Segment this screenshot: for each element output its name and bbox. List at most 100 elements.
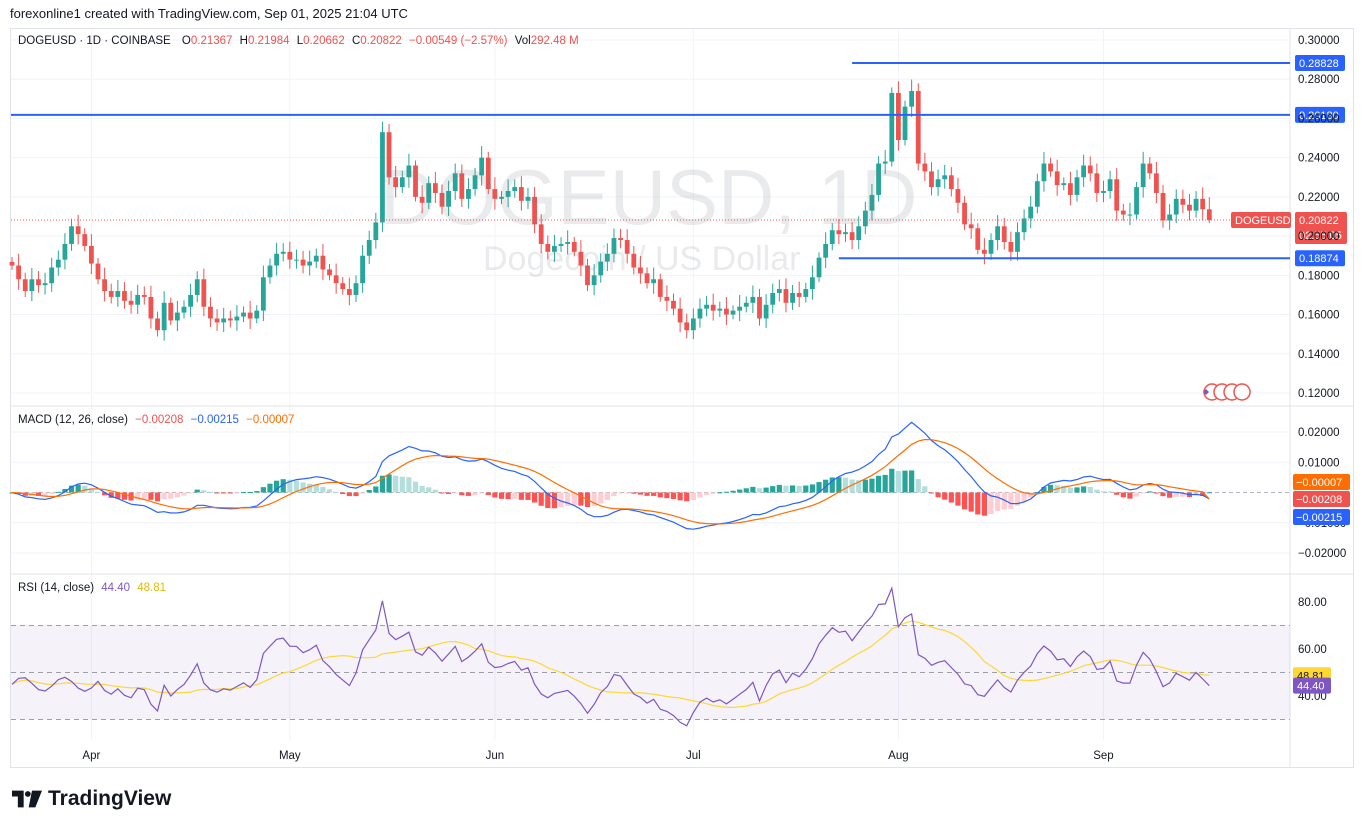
macd-histogram-bar (909, 470, 915, 493)
watermark-description: Dogecoin / US Dollar (483, 240, 801, 278)
candle-body (214, 318, 220, 323)
price-axis-label: 0.16000 (1298, 310, 1340, 322)
candle-body (452, 173, 458, 192)
macd-histogram-bar (353, 492, 359, 497)
candle-body (657, 279, 663, 297)
level-price-text: 0.28828 (1299, 58, 1339, 70)
time-axis-label: Jun (486, 750, 505, 762)
macd-histogram-bar (803, 485, 809, 493)
macd-histogram-bar (776, 484, 782, 493)
price-axis-label: 0.22000 (1298, 192, 1340, 204)
candle-body (618, 238, 623, 241)
candle-body (135, 294, 141, 305)
candle-body (975, 228, 981, 250)
price-legend: DOGEUSD · 1D · COINBASE O0.21367 H0.2198… (18, 35, 583, 47)
candle-body (512, 187, 518, 192)
macd-histogram-bar (366, 490, 372, 493)
macd-histogram-bar (955, 492, 961, 506)
candle-body (55, 259, 61, 268)
candle-body (174, 312, 180, 321)
symbol-label[interactable]: DOGEUSD · 1D · COINBASE (18, 35, 171, 47)
candle-body (1028, 206, 1034, 219)
candle-body (1114, 179, 1120, 211)
candle-body (406, 165, 412, 178)
candle-body (36, 279, 41, 286)
macd-histogram-bar (895, 471, 902, 493)
macd-histogram-bar (558, 492, 564, 508)
candle-body (525, 196, 531, 201)
macd-histogram-bar (274, 480, 280, 493)
macd-histogram-bar (617, 492, 624, 494)
macd-histogram-bar (1206, 492, 1212, 494)
candle-body (829, 230, 835, 244)
rsi-axis-label: 60.00 (1298, 644, 1327, 656)
macd-histogram-bar (922, 486, 928, 493)
candle-body (783, 289, 789, 303)
candle-body (168, 302, 174, 321)
macd-histogram-bar (611, 492, 617, 497)
candle-body (386, 132, 392, 178)
rsi-badge (1293, 677, 1331, 694)
macd-histogram-bar (62, 488, 68, 493)
macd-histogram-bar (836, 477, 842, 493)
candle-body (955, 189, 961, 203)
macd-histogram-bar (717, 492, 723, 494)
macd-histogram-bar (690, 492, 696, 500)
time-axis-label: May (279, 750, 301, 762)
macd-histogram-bar (445, 492, 452, 494)
candle-body (128, 300, 134, 305)
rsi-title[interactable]: RSI (14, close) (18, 582, 95, 594)
macd-histogram-bar (168, 492, 174, 499)
macd-histogram-bar (300, 482, 306, 493)
macd-histogram-bar (154, 492, 161, 502)
macd-histogram-bar (710, 492, 716, 494)
candle-body (677, 308, 683, 323)
candle-body (122, 291, 127, 301)
rsi-axis-label: 40.00 (1298, 691, 1327, 703)
time-axis-label: Aug (888, 750, 908, 762)
candle-body (42, 283, 48, 286)
macd-histogram-bar (571, 492, 577, 506)
candle-body (340, 283, 346, 290)
macd-histogram-bar (1107, 491, 1113, 493)
macd-histogram-bar (452, 492, 458, 494)
candle-body (638, 267, 643, 274)
candle-body (1167, 214, 1173, 221)
macd-histogram-bar (1061, 485, 1067, 493)
macd-histogram-bar (677, 492, 683, 501)
candle-body (88, 245, 94, 264)
macd-histogram-bar (816, 482, 822, 493)
macd-histogram-bar (783, 485, 789, 493)
candle-body (737, 306, 743, 311)
candle-body (585, 265, 590, 286)
macd-histogram-bar (498, 492, 505, 499)
macd-histogram-bar (988, 492, 994, 515)
ticker-badge (1231, 211, 1291, 228)
macd-histogram-bar (1140, 492, 1146, 494)
candle-body (1041, 163, 1047, 182)
macd-histogram-bar (359, 492, 366, 494)
macd-title[interactable]: MACD (12, 26, close) (18, 414, 128, 426)
tradingview-logo[interactable]: TradingView (12, 787, 171, 811)
candle-body (82, 234, 88, 246)
candle-body (300, 259, 306, 266)
candle-body (1074, 177, 1080, 195)
macd-histogram-bar (915, 478, 921, 493)
candle-body (651, 279, 657, 284)
price-axis-label: 0.20000 (1298, 231, 1340, 243)
macd-value-text: −0.00007 (1296, 477, 1342, 489)
macd-histogram-bar (763, 487, 769, 493)
candle-body (743, 302, 749, 307)
macd-histogram-bar (975, 492, 981, 515)
candle-body (1015, 232, 1020, 252)
close-value: 0.20822 (360, 35, 402, 47)
macd-histogram-bar (604, 492, 610, 501)
macd-histogram-bar (82, 485, 88, 493)
macd-histogram-bar (326, 489, 333, 493)
candle-body (346, 289, 352, 295)
tradingview-mark-icon (12, 790, 42, 808)
macd-histogram-bar (135, 492, 141, 500)
candle-body (366, 240, 372, 256)
candle-body (909, 90, 915, 107)
